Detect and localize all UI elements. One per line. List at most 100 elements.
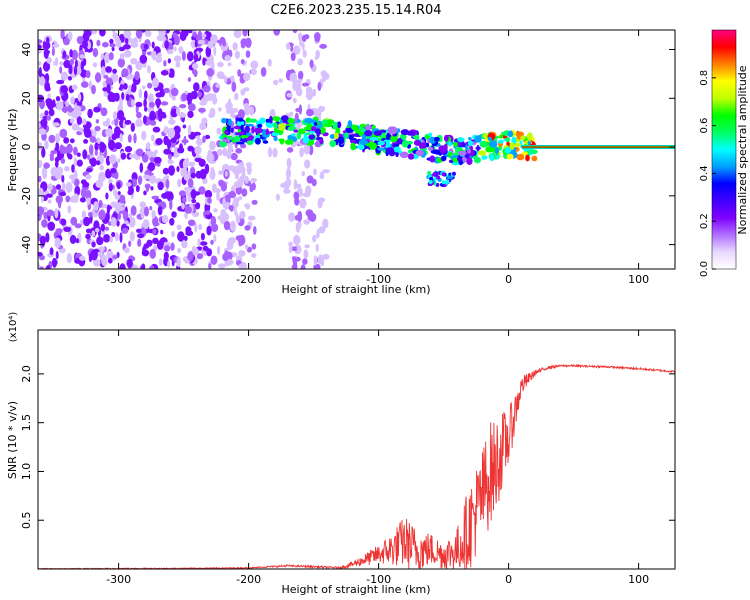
spectrogram-noise-cell	[119, 53, 125, 60]
spectrogram-noise-cell	[123, 50, 132, 58]
spectrogram-signal-cell	[400, 129, 410, 136]
spectrogram-noise-cell	[38, 141, 43, 151]
spectrogram-noise-cell	[301, 171, 306, 177]
spectrogram-signal-cell	[446, 175, 451, 180]
spectrogram-noise-cell	[134, 71, 140, 81]
spectrogram-noise-cell	[142, 219, 150, 230]
spectrogram-noise-cell	[164, 191, 172, 199]
spectrogram-signal-cell	[429, 176, 434, 181]
spectrogram-noise-cell	[197, 39, 206, 45]
spectrogram-noise-cell	[313, 168, 317, 176]
spectrogram-noise-cell	[117, 191, 121, 196]
spectrogram-noise-cell	[272, 147, 278, 158]
spectrogram-noise-cell	[178, 46, 184, 54]
spectrogram-noise-cell	[172, 32, 178, 38]
spectrogram-noise-cell	[225, 101, 233, 111]
spectrogram-noise-cell	[209, 140, 216, 151]
spectrogram-signal-cell	[475, 146, 482, 150]
spectrogram-noise-cell	[160, 101, 169, 106]
y-tick-label: 0	[20, 144, 33, 151]
spectrogram-noise-cell	[152, 228, 157, 235]
spectrogram-noise-cell	[260, 67, 267, 77]
spectrogram-noise-cell	[245, 105, 251, 113]
spectrogram-noise-cell	[102, 41, 109, 48]
snr-plot-area	[38, 363, 675, 569]
spectrogram-noise-cell	[306, 175, 314, 184]
spectrogram-noise-cell	[273, 79, 279, 86]
spectrogram-signal-cell	[428, 146, 434, 151]
spectrogram-noise-cell	[164, 175, 170, 180]
spectrogram-noise-cell	[146, 65, 151, 74]
spectrogram-noise-cell	[92, 62, 98, 68]
spectrogram-signal-cell	[458, 150, 467, 156]
spectrogram-noise-cell	[96, 39, 101, 47]
spectrogram-noise-cell	[110, 167, 117, 174]
spectrogram-noise-cell	[240, 59, 245, 65]
spectrogram-noise-cell	[291, 256, 296, 261]
spectrogram-signal-cell	[271, 116, 281, 121]
spectrogram-cells	[38, 30, 675, 269]
spectrogram-noise-cell	[149, 248, 156, 259]
spectrogram-noise-cell	[231, 112, 235, 119]
spectrogram-noise-cell	[244, 244, 249, 250]
spectrogram-noise-cell	[322, 253, 330, 260]
spectrogram-noise-cell	[133, 264, 138, 269]
spectrogram-noise-cell	[76, 116, 83, 125]
spectrogram-noise-cell	[60, 85, 69, 94]
spectrogram-signal-cell	[514, 143, 522, 147]
spectrogram-signal-cell	[235, 141, 245, 145]
spectrogram-signal-cell	[385, 147, 395, 154]
spectrogram-signal-cell	[386, 132, 390, 141]
spectrogram-noise-cell	[283, 188, 291, 194]
spectrogram-noise-cell	[319, 43, 327, 49]
spectrogram-noise-cell	[218, 170, 224, 176]
spectrogram-noise-cell	[91, 130, 97, 137]
spectrogram-noise-cell	[158, 32, 166, 38]
spectrogram-noise-cell	[46, 209, 55, 217]
spectrogram-noise-cell	[229, 220, 236, 232]
spectrogram-noise-cell	[54, 237, 61, 249]
spectrogram-noise-cell	[251, 199, 258, 205]
spectrogram-noise-cell	[204, 190, 213, 199]
spectrogram-noise-cell	[156, 240, 164, 250]
snr-frame	[37, 329, 676, 570]
spectrogram-noise-cell	[290, 52, 296, 61]
spectrogram-noise-cell	[71, 123, 80, 131]
spectrogram-noise-cell	[179, 104, 187, 109]
spectrogram-noise-cell	[173, 146, 179, 155]
spectrogram-signal-cell	[298, 128, 306, 135]
spectrogram-signal-cell	[273, 135, 278, 142]
snr-y-ticks: 0.5 1.0 1.5 2.0	[20, 365, 675, 529]
spectrogram-noise-cell	[59, 61, 64, 66]
spectrogram-noise-cell	[206, 225, 212, 236]
spectrogram-signal-cell	[278, 123, 286, 131]
snr-x-label: Height of straight line (km)	[281, 583, 430, 596]
spectrogram-signal-cell	[323, 123, 333, 128]
snr-line	[38, 363, 675, 569]
spectrogram-noise-cell	[135, 60, 143, 71]
spectrogram-noise-cell	[198, 186, 206, 195]
spectrogram-noise-cell	[206, 81, 211, 86]
spectrogram-noise-cell	[237, 109, 245, 120]
spectrogram-signal-cell	[329, 140, 337, 148]
spectrogram-noise-cell	[97, 251, 104, 257]
spectrogram-signal-cell	[233, 135, 241, 142]
spectrogram-noise-cell	[56, 79, 65, 85]
spectrogram-noise-cell	[169, 199, 173, 210]
spectrogram-signal-cell	[481, 155, 488, 160]
spectrogram-noise-cell	[181, 51, 186, 61]
spectrogram-noise-cell	[50, 167, 58, 176]
spectrogram-signal-cell	[415, 149, 424, 157]
spectrogram-x-ticks: -300 -200 -100 0 100	[106, 30, 649, 286]
spectrogram-noise-cell	[292, 97, 297, 104]
spectrogram-signal-cell	[389, 126, 398, 135]
spectrogram-signal-cell	[269, 115, 273, 124]
spectrogram-noise-cell	[114, 232, 119, 242]
spectrogram-noise-cell	[160, 111, 166, 118]
spectrogram-signal-cell	[427, 171, 432, 175]
spectrogram-noise-cell	[223, 75, 228, 84]
spectrogram-noise-cell	[144, 183, 151, 189]
spectrogram-noise-cell	[216, 191, 220, 201]
spectrogram-noise-cell	[242, 30, 248, 37]
spectrogram-noise-cell	[167, 153, 172, 160]
